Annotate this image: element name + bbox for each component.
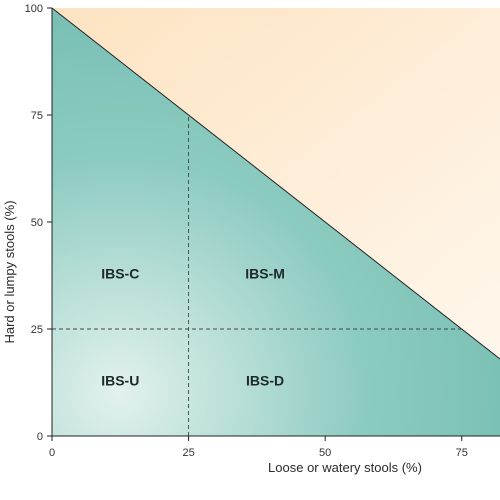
region-label-ibs-c: IBS-C bbox=[101, 265, 139, 281]
x-tick-label: 75 bbox=[456, 447, 468, 459]
x-tick-label: 50 bbox=[319, 447, 331, 459]
y-tick-label: 25 bbox=[31, 324, 43, 336]
boundary-line bbox=[51, 7, 500, 360]
y-axis-title: Hard or lumpy stools (%) bbox=[2, 200, 17, 343]
y-tick-label: 75 bbox=[31, 110, 43, 122]
x-tick-label: 0 bbox=[49, 447, 55, 459]
y-tick-label: 50 bbox=[31, 217, 43, 229]
region-label-ibs-d: IBS-D bbox=[246, 372, 284, 388]
region-label-ibs-m: IBS-M bbox=[245, 265, 285, 281]
y-tick-label: 0 bbox=[37, 431, 43, 443]
x-axis-title: Loose or watery stools (%) bbox=[268, 460, 422, 475]
region-label-ibs-u: IBS-U bbox=[101, 372, 139, 388]
x-tick-label: 25 bbox=[182, 447, 194, 459]
y-tick-label: 100 bbox=[25, 3, 43, 15]
